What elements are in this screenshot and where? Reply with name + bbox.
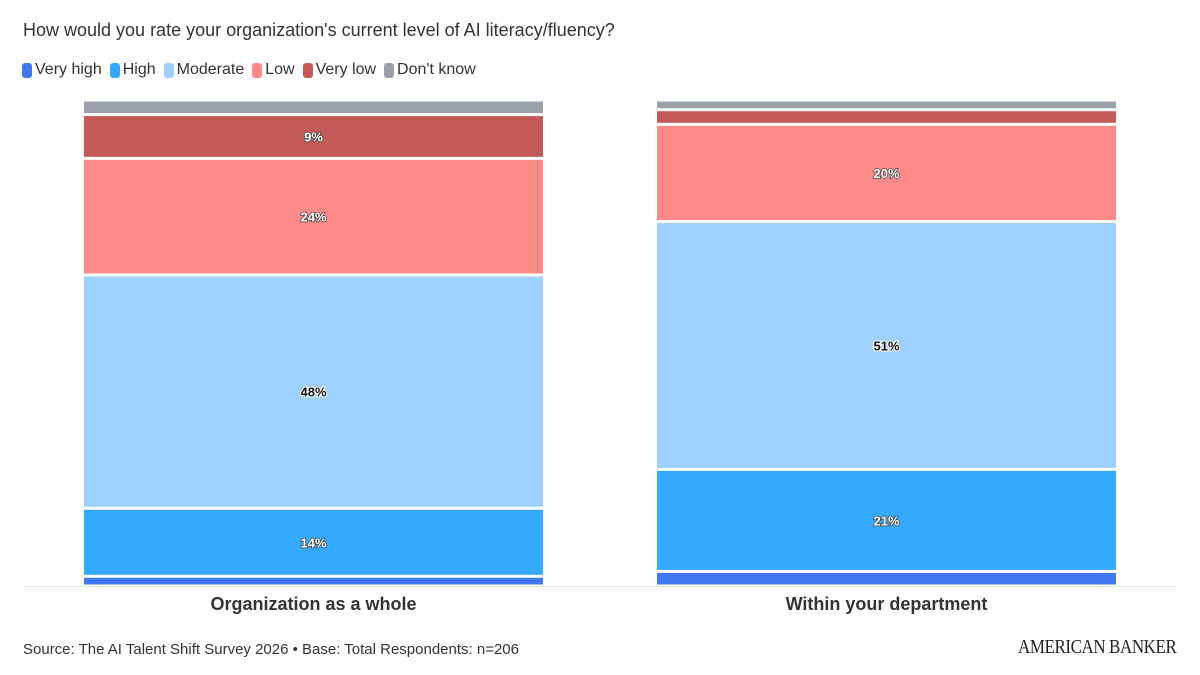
data-label: 24% xyxy=(300,210,326,225)
data-label: 14% xyxy=(300,535,326,550)
legend-item[interactable]: Don't know xyxy=(384,61,476,79)
data-label: 48% xyxy=(300,385,326,400)
category-label: Organization as a whole xyxy=(210,594,416,614)
legend-item[interactable]: Very low xyxy=(302,61,377,79)
legend-label: Moderate xyxy=(176,61,245,78)
bar-segment[interactable] xyxy=(84,101,543,114)
bar-segment[interactable] xyxy=(84,116,543,157)
data-label: 21% xyxy=(873,513,899,528)
bar-segment[interactable] xyxy=(657,125,1116,220)
legend-swatch xyxy=(109,62,120,78)
bar-segment[interactable] xyxy=(84,509,543,575)
category-label: Within your department xyxy=(786,594,988,614)
american-banker-logo: AMERICAN BANKER xyxy=(1017,636,1177,658)
legend-item[interactable]: Low xyxy=(252,61,295,79)
legend-swatch xyxy=(384,62,395,78)
legend-label: Very high xyxy=(35,61,102,78)
legend-swatch xyxy=(22,62,32,78)
bar-segment[interactable] xyxy=(657,101,1116,109)
legend-item[interactable]: Moderate xyxy=(163,61,245,79)
data-label: 51% xyxy=(873,338,899,353)
bar-segment[interactable] xyxy=(657,470,1116,570)
legend-label: Low xyxy=(265,61,295,78)
legend-item[interactable]: Very high xyxy=(22,61,102,79)
bar-segment[interactable] xyxy=(84,577,543,585)
bar-segment[interactable] xyxy=(84,276,543,507)
legend-label: Don't know xyxy=(397,61,476,78)
bar-segment[interactable] xyxy=(657,223,1116,468)
legend: Very high High Moderate Low Very low Don't kn… xyxy=(22,61,476,79)
source-note: Source: The AI Talent Shift Survey 2026 … xyxy=(23,641,519,658)
legend-swatch xyxy=(252,62,263,78)
bar-segment[interactable] xyxy=(657,572,1116,585)
chart-title: How would you rate your organization's c… xyxy=(23,20,615,40)
bar-segment[interactable] xyxy=(84,159,543,274)
data-label: 20% xyxy=(873,166,899,181)
legend-label: Very low xyxy=(315,61,377,78)
legend-swatch xyxy=(163,62,174,78)
data-label: 9% xyxy=(304,129,323,144)
legend-item[interactable]: High xyxy=(109,61,156,79)
bar-segment[interactable] xyxy=(657,111,1116,123)
legend-swatch xyxy=(302,62,313,78)
legend-label: High xyxy=(122,61,156,78)
